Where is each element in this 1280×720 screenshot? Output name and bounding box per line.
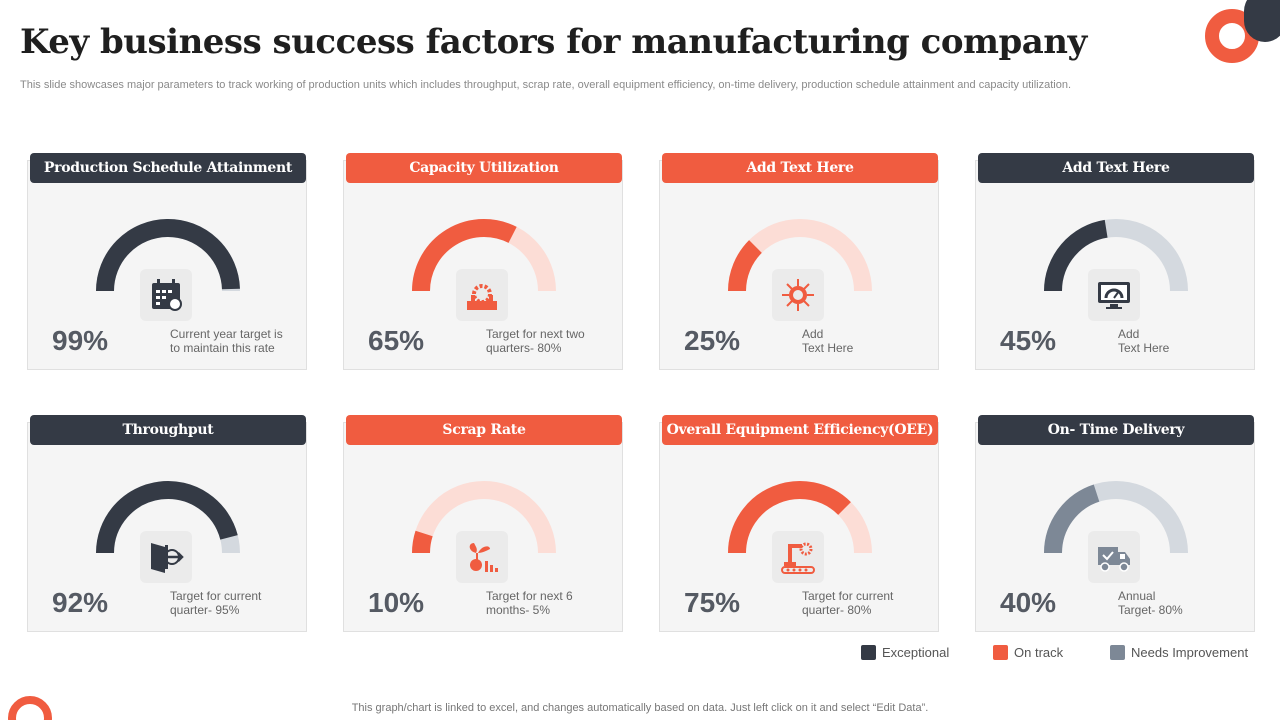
kpi-card: Scrap Rate 10% Target for next 6 months- 5… <box>343 415 623 632</box>
gauge-value-arc <box>411 530 433 554</box>
footer-note: This graph/chart is linked to excel, and… <box>351 702 929 714</box>
kpi-card-title: Scrap Rate <box>346 415 622 445</box>
legend-swatch <box>1110 645 1125 660</box>
gauge-value-label: 75% <box>684 587 741 618</box>
gauge-value-arc <box>728 240 763 292</box>
kpi-target-note: Target for current quarter- 80% <box>802 589 894 617</box>
gauge-value-label: 92% <box>52 587 109 618</box>
kpi-icon-box <box>456 531 508 583</box>
kpi-target-note: Current year target is to maintain this … <box>170 327 283 355</box>
gauge-value-arc <box>96 481 238 554</box>
kpi-icon-box <box>456 269 508 321</box>
legend-item-on-track: On track <box>993 645 1063 660</box>
gauge-value-label: 99% <box>52 325 109 356</box>
kpi-icon-box <box>772 269 824 321</box>
decorative-ring-icon <box>1205 0 1280 63</box>
plant-decline-icon <box>469 543 498 572</box>
legend-label: Needs Improvement <box>1131 645 1249 660</box>
calendar-icon <box>152 279 182 311</box>
kpi-card-title: Overall Equipment Efficiency(OEE) <box>662 415 938 445</box>
gauge-value-label: 40% <box>1000 587 1057 618</box>
kpi-card: Overall Equipment Efficiency(OEE) 75% Targ… <box>659 415 939 632</box>
kpi-target-note: Annual Target- 80% <box>1118 589 1183 617</box>
gauge-value-arc <box>412 219 517 292</box>
gauge-chart <box>728 219 872 292</box>
kpi-card: Production Schedule Attainment 99% Current… <box>27 153 307 370</box>
kpi-target-note: Target for current quarter- 95% <box>170 589 262 617</box>
legend-swatch <box>993 645 1008 660</box>
robot-arm-icon <box>781 542 815 574</box>
kpi-target-note: Target for next two quarters- 80% <box>486 327 585 355</box>
gauge-value-arc <box>1044 219 1108 292</box>
legend-item-needs-improvement: Needs Improvement <box>1110 645 1248 660</box>
kpi-target-note: Add Text Here <box>802 327 854 355</box>
kpi-icon-box <box>140 531 192 583</box>
gauge-value-label: 25% <box>684 325 741 356</box>
kpi-card-title: Add Text Here <box>662 153 938 183</box>
gauge-chart <box>728 481 872 554</box>
gauge-chart <box>1044 219 1188 292</box>
exit-door-icon <box>151 543 184 573</box>
gauge-value-arc <box>1044 484 1100 554</box>
legend-item-exceptional: Exceptional <box>861 645 949 660</box>
kpi-card-title: Throughput <box>30 415 306 445</box>
page-title: Key business success factors for manufac… <box>20 22 1087 62</box>
gauge-value-label: 45% <box>1000 325 1057 356</box>
kpi-card-title: Add Text Here <box>978 153 1254 183</box>
gauge-chart <box>1044 481 1188 554</box>
gauge-chart <box>411 481 556 554</box>
gauge-track <box>412 481 556 554</box>
gauge-value-label: 65% <box>368 325 425 356</box>
legend-swatch <box>861 645 876 660</box>
kpi-card: Capacity Utilization 65% Target for next t… <box>343 153 623 370</box>
kpi-card: Add Text Here 25% Add Text Here <box>659 153 939 370</box>
kpi-card-title: On- Time Delivery <box>978 415 1254 445</box>
kpi-icon-box <box>1088 269 1140 321</box>
gauge-value-arc <box>96 218 240 292</box>
kpi-card: On- Time Delivery 40% Annual Target- 80% <box>975 415 1255 632</box>
gauge-chart <box>96 218 240 292</box>
gauge-value-label: 10% <box>368 587 425 618</box>
gear-network-icon <box>782 279 814 311</box>
kpi-card: Throughput 92% Target for current quarter-… <box>27 415 307 632</box>
page-subtitle: This slide showcases major parameters to… <box>20 79 1072 91</box>
kpi-icon-box <box>140 269 192 321</box>
decorative-ring-small-icon <box>8 696 52 720</box>
gauge-value-arc <box>728 481 851 554</box>
legend-label: On track <box>1014 645 1064 660</box>
kpi-card-title: Production Schedule Attainment <box>30 153 306 183</box>
gauge-chart <box>96 481 240 554</box>
kpi-icon-box <box>1088 531 1140 583</box>
factory-gear-icon <box>467 284 497 310</box>
legend-label: Exceptional <box>882 645 950 660</box>
delivery-truck-icon <box>1098 547 1130 572</box>
monitor-gauge-icon <box>1098 282 1130 309</box>
kpi-card-title: Capacity Utilization <box>346 153 622 183</box>
kpi-target-note: Add Text Here <box>1118 327 1170 355</box>
kpi-target-note: Target for next 6 months- 5% <box>486 589 573 617</box>
kpi-card: Add Text Here 45% Add Text Here <box>975 153 1255 370</box>
kpi-icon-box <box>772 531 824 583</box>
gauge-chart <box>412 219 556 292</box>
